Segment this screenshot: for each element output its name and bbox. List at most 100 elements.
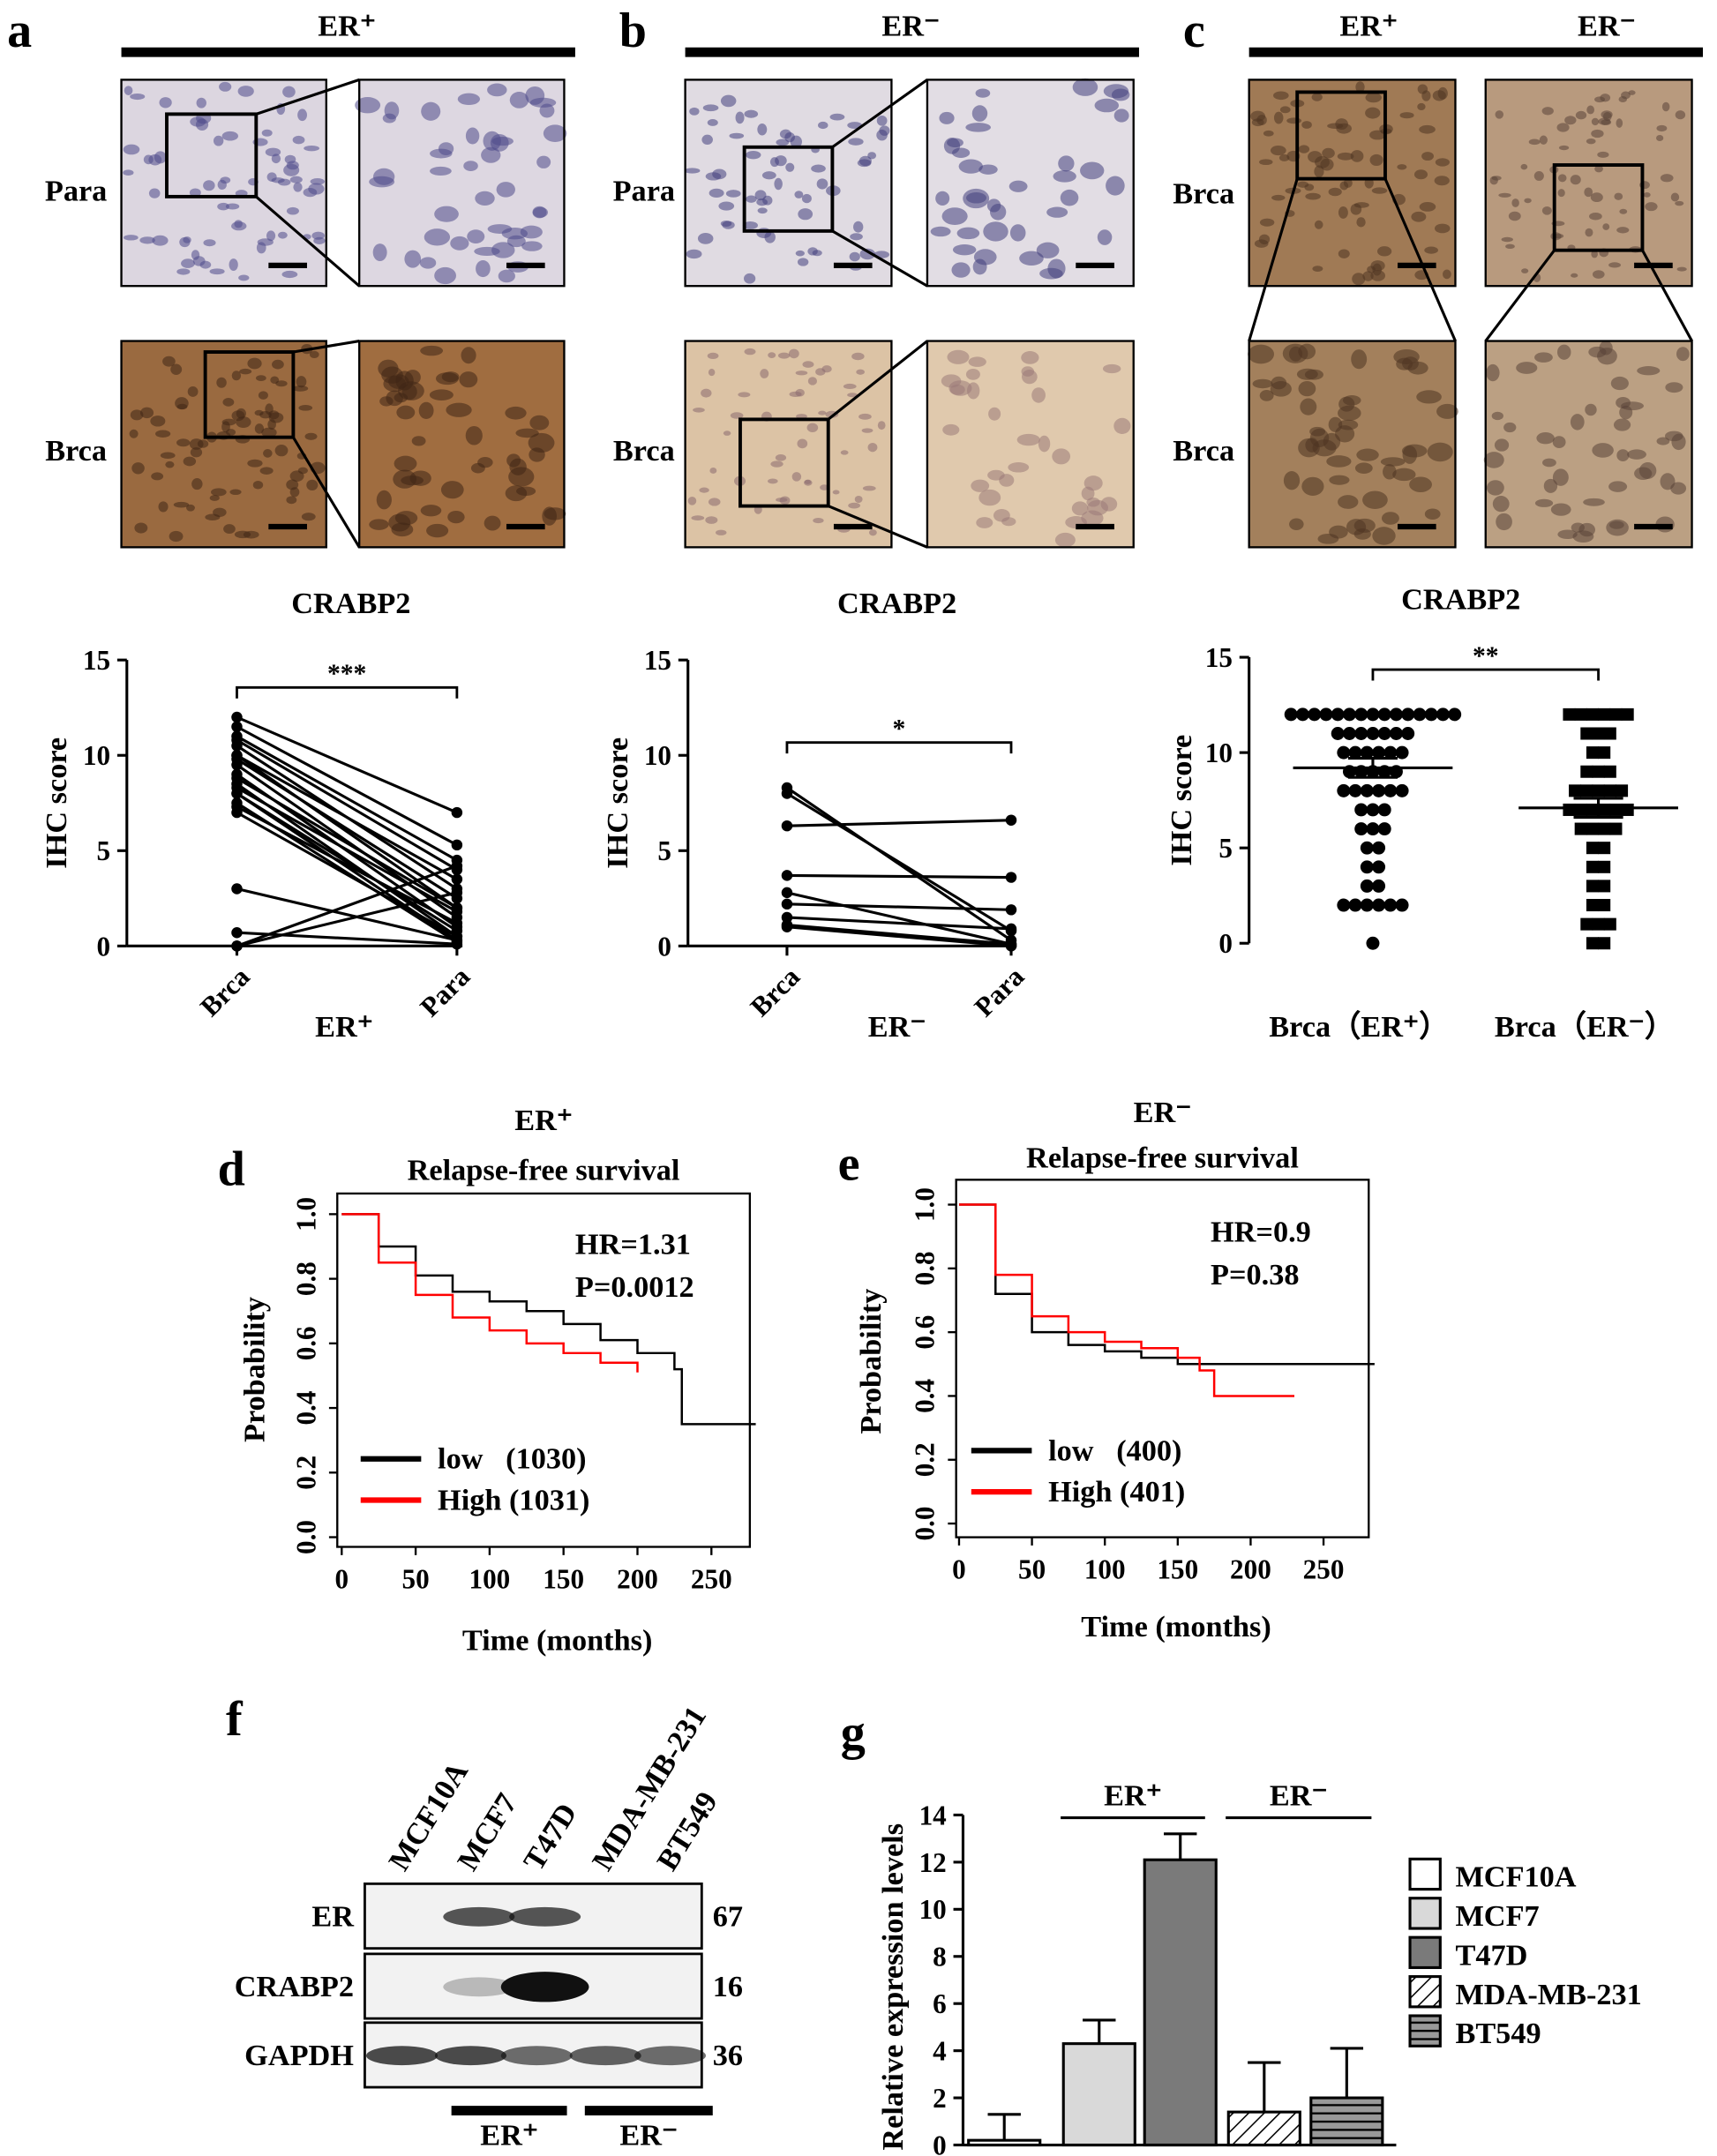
blot-band bbox=[434, 2046, 506, 2066]
cell bbox=[505, 406, 527, 420]
cell bbox=[1008, 462, 1030, 473]
cell bbox=[806, 423, 819, 432]
cell bbox=[939, 111, 955, 124]
x-tick-label: 100 bbox=[1084, 1553, 1126, 1584]
point bbox=[231, 721, 243, 733]
panel-letter: g bbox=[841, 1706, 866, 1761]
point bbox=[451, 806, 463, 819]
point bbox=[1569, 784, 1582, 797]
cell bbox=[159, 97, 172, 109]
cell bbox=[943, 137, 961, 154]
cell bbox=[1372, 527, 1396, 545]
cell bbox=[804, 479, 812, 484]
panel-letter: d bbox=[218, 1142, 245, 1197]
y-tick-label: 0.6 bbox=[290, 1326, 321, 1360]
legend-label: low (1030) bbox=[438, 1442, 587, 1476]
y-tick-label: 0.8 bbox=[290, 1261, 321, 1296]
cell bbox=[1417, 102, 1426, 111]
cell bbox=[760, 369, 769, 378]
cell bbox=[544, 507, 566, 520]
y-axis-label: Probability bbox=[854, 1289, 888, 1434]
cell bbox=[1113, 109, 1129, 123]
cell bbox=[203, 239, 216, 247]
cell bbox=[742, 221, 758, 229]
point bbox=[1616, 784, 1629, 797]
cell bbox=[447, 510, 465, 524]
cell bbox=[216, 377, 227, 388]
cell bbox=[971, 105, 988, 122]
point bbox=[1436, 707, 1450, 722]
cell bbox=[1052, 448, 1071, 465]
cell bbox=[1543, 478, 1558, 493]
legend-label: MCF7 bbox=[1455, 1899, 1539, 1933]
y-tick-label: 1.0 bbox=[910, 1187, 941, 1222]
pair-line bbox=[236, 786, 458, 913]
significance-bracket bbox=[785, 741, 1013, 754]
y-tick-label: 0 bbox=[97, 931, 111, 962]
point bbox=[451, 906, 463, 917]
bar bbox=[1309, 2096, 1384, 2147]
cell bbox=[154, 151, 167, 164]
cell bbox=[1370, 260, 1385, 272]
cell bbox=[457, 93, 481, 106]
pair-line bbox=[786, 924, 1012, 946]
panel-header: ER⁺ bbox=[1339, 10, 1398, 43]
cell bbox=[162, 356, 176, 367]
point bbox=[1005, 872, 1017, 883]
cell bbox=[723, 430, 731, 436]
zoom-line bbox=[293, 340, 360, 354]
cell bbox=[1350, 150, 1364, 162]
y-tick-label: 15 bbox=[644, 645, 671, 676]
legend-swatch bbox=[1408, 1897, 1442, 1930]
cell bbox=[776, 138, 790, 146]
x-tick-label: 250 bbox=[1303, 1553, 1345, 1584]
cell bbox=[441, 371, 460, 383]
cell bbox=[947, 349, 970, 364]
y-tick-label: 0.6 bbox=[910, 1315, 941, 1350]
cell bbox=[1416, 390, 1442, 404]
point bbox=[1372, 898, 1386, 912]
point bbox=[1366, 803, 1380, 817]
cell bbox=[697, 233, 714, 244]
row-label: Brca bbox=[613, 434, 675, 468]
cell bbox=[186, 504, 195, 512]
cell bbox=[1297, 181, 1309, 188]
micrograph-frame bbox=[358, 79, 566, 288]
cell bbox=[840, 450, 849, 455]
cell bbox=[239, 368, 252, 375]
cell bbox=[1661, 101, 1670, 112]
cell bbox=[951, 262, 971, 278]
point bbox=[1586, 822, 1599, 835]
cell bbox=[234, 530, 251, 539]
point bbox=[1337, 898, 1351, 912]
lane-label: MCF7 bbox=[451, 1787, 524, 1876]
cell bbox=[124, 86, 133, 95]
cell bbox=[829, 113, 845, 121]
point bbox=[1586, 899, 1599, 912]
zoom-line bbox=[831, 79, 928, 149]
point bbox=[1574, 707, 1587, 721]
cell bbox=[1503, 422, 1517, 433]
cell bbox=[381, 366, 403, 384]
panel-header: ER⁻ bbox=[1578, 10, 1636, 43]
point bbox=[231, 806, 243, 819]
point bbox=[1448, 707, 1462, 722]
cell bbox=[1317, 533, 1339, 544]
point bbox=[1592, 784, 1605, 797]
cell bbox=[968, 356, 986, 367]
point bbox=[231, 759, 243, 771]
point bbox=[1377, 707, 1391, 722]
legend-swatch bbox=[1408, 2014, 1442, 2047]
cell bbox=[210, 488, 227, 497]
micrograph bbox=[1485, 341, 1692, 548]
cell bbox=[1436, 403, 1458, 419]
cell bbox=[1315, 156, 1330, 168]
cell bbox=[266, 230, 276, 242]
cell bbox=[1355, 81, 1365, 93]
zoom-line bbox=[1248, 178, 1299, 341]
cell bbox=[699, 487, 709, 493]
cell bbox=[1392, 468, 1416, 482]
cell bbox=[130, 409, 144, 421]
cell bbox=[1271, 376, 1287, 390]
